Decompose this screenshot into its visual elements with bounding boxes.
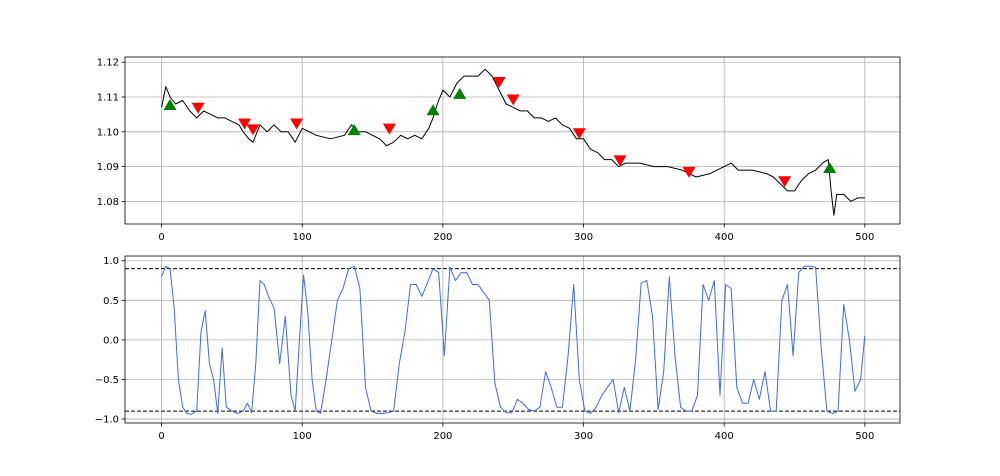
- oscillator-x-tick-label: 300: [574, 431, 593, 442]
- oscillator-x-tick-label: 200: [433, 431, 452, 442]
- buy-signal-marker: [426, 104, 440, 116]
- price-x-tick-label: 300: [574, 232, 593, 243]
- price-x-tick-label: 400: [715, 232, 734, 243]
- price-y-tick-label: 1.10: [97, 127, 119, 138]
- buy-signal-marker: [347, 124, 361, 136]
- price-chart-panel: 0 100 200 300 400 500 1.08 1.09 1.10 1.11 1.12: [97, 56, 901, 243]
- sell-signal-marker: [290, 118, 304, 130]
- sell-signal-marker: [682, 166, 696, 178]
- oscillator-y-tick-label: −1.0: [95, 415, 119, 426]
- oscillator-x-tick-label: 100: [293, 431, 312, 442]
- price-series-line: [161, 68, 865, 216]
- sell-signal-marker: [238, 118, 252, 130]
- buy-signal-marker: [163, 99, 177, 111]
- price-y-tick-label: 1.11: [97, 93, 119, 104]
- oscillator-x-tick-label: 0: [158, 431, 164, 442]
- price-y-tick-label: 1.09: [97, 162, 119, 173]
- sell-signal-marker: [613, 155, 627, 167]
- sell-signal-marker: [492, 77, 506, 89]
- price-y-tick-label: 1.08: [97, 197, 119, 208]
- oscillator-y-tick-label: 0.5: [103, 296, 119, 307]
- buy-signal-marker: [453, 87, 467, 99]
- oscillator-y-tick-label: 0.0: [103, 335, 119, 346]
- oscillator-x-tick-label: 500: [855, 431, 874, 442]
- price-axes-frame: [124, 56, 901, 225]
- price-x-tick-label: 200: [433, 232, 452, 243]
- sell-signal-marker: [191, 102, 205, 114]
- price-x-tick-label: 500: [855, 232, 874, 243]
- oscillator-y-tick-label: 1.0: [103, 256, 119, 267]
- oscillator-x-tick-label: 400: [715, 431, 734, 442]
- oscillator-chart-panel: 0 100 200 300 400 500 −1.0 −0.5 0.0 0.5 1.0: [95, 255, 901, 442]
- oscillator-series-line: [161, 265, 866, 415]
- price-x-tick-label: 100: [293, 232, 312, 243]
- sell-signal-marker: [572, 128, 586, 140]
- price-x-tick-label: 0: [158, 232, 164, 243]
- buy-signal-marker: [823, 161, 837, 173]
- sell-signal-marker: [778, 176, 792, 188]
- price-y-tick-label: 1.12: [97, 58, 119, 69]
- oscillator-y-tick-label: −0.5: [95, 375, 119, 386]
- sell-signal-marker: [382, 123, 396, 135]
- sell-signal-marker: [506, 94, 520, 106]
- sell-signal-marker: [246, 124, 260, 136]
